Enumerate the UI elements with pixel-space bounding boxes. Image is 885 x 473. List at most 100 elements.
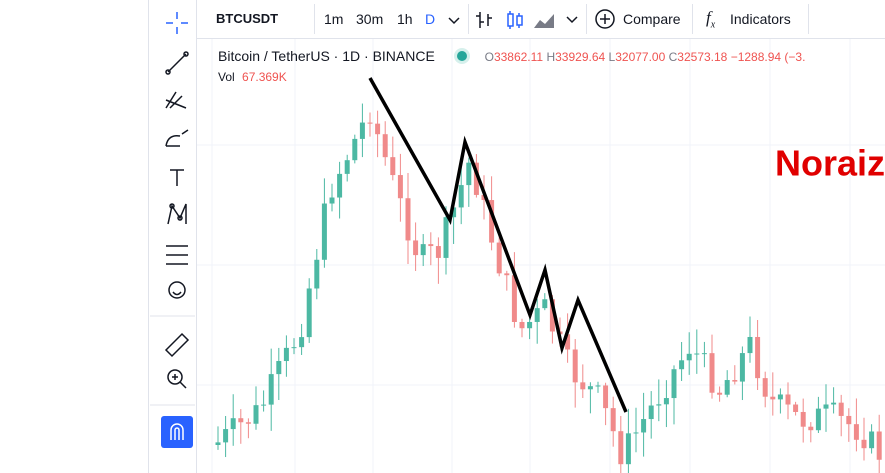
candle-body (747, 336, 753, 354)
candle-body (283, 347, 289, 362)
candle-body (831, 402, 837, 405)
zigzag-drawing (368, 77, 628, 413)
text-tool[interactable] (170, 169, 184, 186)
candle-body (587, 386, 593, 390)
candle-body (724, 380, 730, 395)
candle-body (694, 353, 700, 355)
candle-body (732, 380, 738, 382)
status-dot (456, 51, 467, 61)
candles (215, 103, 882, 473)
candle-body (253, 405, 259, 424)
candle-body (823, 404, 829, 409)
prediction-tool[interactable] (166, 245, 188, 265)
compare-button[interactable]: Compare (623, 11, 681, 27)
measure-tool[interactable] (164, 332, 190, 358)
candle-body (223, 429, 229, 443)
candle-body (268, 374, 274, 405)
candle-body (359, 122, 365, 139)
chart-style-icons[interactable] (474, 8, 584, 32)
candle-body (337, 173, 343, 198)
candle-body (230, 418, 236, 430)
candle-body (420, 244, 426, 256)
candle-body (853, 424, 859, 440)
candle-body (405, 198, 411, 241)
candle-body (413, 240, 419, 256)
brush-tool[interactable] (165, 129, 189, 147)
ohlc-value: 32077.00 (615, 50, 666, 64)
candle-body (565, 334, 571, 350)
trendline-tool[interactable] (165, 51, 189, 75)
panel-border (148, 0, 149, 473)
candle-body (428, 244, 434, 247)
candle-body (306, 288, 312, 338)
indicators-button[interactable]: Indicators (730, 11, 791, 27)
candle-body (511, 275, 517, 323)
candle-body (618, 431, 624, 465)
crosshair-tool[interactable] (166, 12, 188, 34)
emoji-tool[interactable] (168, 281, 186, 299)
candle-body (739, 353, 745, 382)
candle-body (291, 347, 297, 349)
separator (586, 4, 587, 34)
candle-body (572, 349, 578, 383)
candle-body (610, 408, 616, 432)
candle-body (656, 404, 662, 406)
fx-icon[interactable]: fx (706, 8, 716, 31)
symbol[interactable]: BTCUSDT (216, 11, 279, 26)
candle-body (329, 197, 335, 204)
candle-body (314, 259, 320, 289)
zoom-tool[interactable] (167, 369, 187, 389)
candle-body (838, 402, 844, 416)
change: −1288.94 (−3. (730, 50, 806, 64)
candle-body (686, 353, 692, 361)
candle-body (352, 138, 358, 161)
ohlc-label: H (546, 50, 556, 64)
compare-icon[interactable] (594, 8, 616, 30)
candle-body (633, 432, 639, 434)
interval[interactable]: 1h (397, 11, 413, 27)
symbol-title: Bitcoin / TetherUS · 1D · BINANCE (218, 48, 435, 64)
interval-active[interactable]: D (425, 11, 436, 27)
candle-body (808, 426, 814, 431)
magnet-tool[interactable] (161, 416, 193, 448)
candle-body (519, 322, 525, 329)
candle-body (785, 394, 791, 405)
fib-tool[interactable] (165, 91, 187, 109)
candle-body (793, 404, 799, 412)
legend: Bitcoin / TetherUS · 1D · BINANCE O33862… (218, 48, 805, 84)
ohlc-value: 32573.18 (677, 50, 728, 64)
separator (314, 4, 315, 34)
candle-body (595, 385, 601, 387)
candle-body (390, 157, 396, 176)
ohlc-label: O (484, 50, 494, 64)
grid (197, 38, 885, 473)
volume-label: Vol (218, 70, 235, 84)
candle-body (496, 242, 502, 274)
separator (808, 4, 809, 34)
interval[interactable]: 1m (324, 11, 344, 27)
candle-body (534, 308, 540, 322)
candle-body (679, 360, 685, 370)
candle-body (876, 431, 882, 460)
candle-body (321, 203, 327, 260)
ohlc-value: 33929.64 (555, 50, 606, 64)
candle-body (473, 162, 479, 195)
candle-body (777, 394, 783, 400)
candle-body (504, 273, 510, 276)
candle-body (542, 299, 548, 309)
interval[interactable]: 30m (356, 11, 384, 27)
candle-body (458, 185, 464, 208)
pattern-tool[interactable] (167, 203, 187, 225)
drawing-tools (150, 12, 195, 448)
candle-body (443, 217, 449, 258)
dropdown-icon[interactable] (444, 10, 464, 30)
candle-body (238, 418, 244, 423)
candle-body (663, 398, 669, 405)
candle-body (800, 411, 806, 427)
candle-body (869, 431, 875, 449)
candle-body (641, 419, 647, 433)
separator (692, 4, 693, 34)
panel-border (196, 0, 197, 473)
